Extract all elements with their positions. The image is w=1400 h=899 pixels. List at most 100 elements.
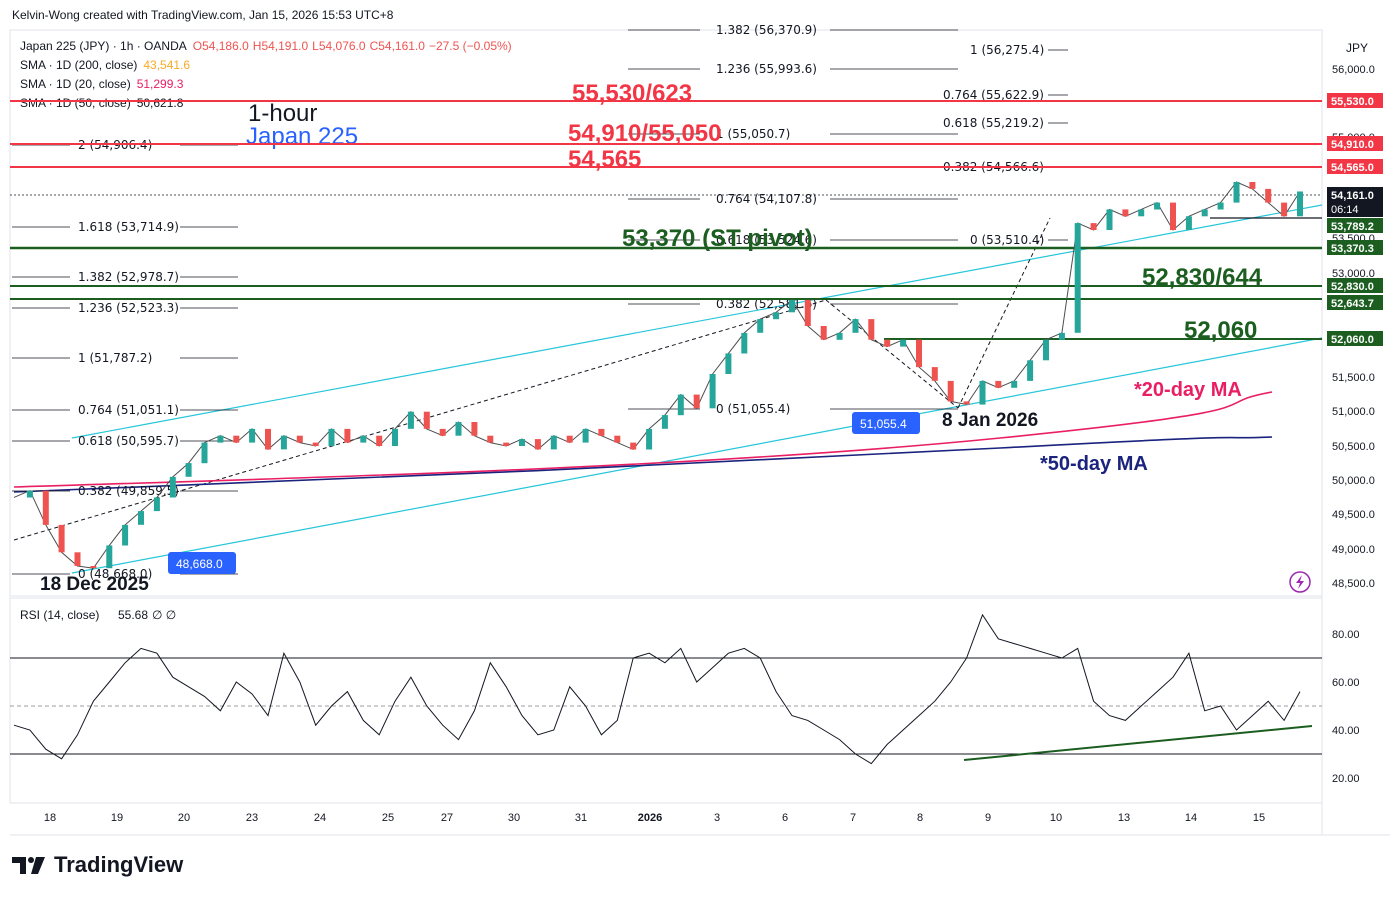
candle <box>42 490 49 525</box>
candle <box>1011 380 1018 388</box>
level-label: 54,565 <box>568 146 641 173</box>
sma50-label: SMA · 1D (50, close) <box>20 96 131 110</box>
candle <box>471 422 478 436</box>
candle <box>566 435 573 443</box>
candle <box>646 428 653 450</box>
candle <box>423 411 430 429</box>
fib-left-label: 0.764 (51,051.1) <box>78 403 179 417</box>
time-tick: 3 <box>714 812 720 824</box>
change-value: −27.5 (−0.05%) <box>429 39 512 53</box>
candle <box>1217 202 1224 210</box>
candle <box>90 566 97 569</box>
low1-tag-bg <box>168 552 236 574</box>
candle <box>455 422 462 436</box>
attribution: Kelvin-Wong created with TradingView.com… <box>12 8 394 22</box>
time-tick: 8 <box>917 812 923 824</box>
candle <box>582 428 589 443</box>
price-tag-text: 54,910.0 <box>1331 139 1374 151</box>
time-tick: 18 <box>44 812 56 824</box>
candle <box>1201 209 1208 217</box>
time-tick: 14 <box>1185 812 1197 824</box>
price-tag-text: 55,530.0 <box>1331 96 1374 108</box>
time-tick: 25 <box>382 812 394 824</box>
candle <box>122 524 129 546</box>
candle <box>598 428 605 436</box>
price-tag-bg <box>1327 240 1383 255</box>
price-tag-bg <box>1327 295 1383 310</box>
rsi-label: RSI (14, close) <box>20 608 99 622</box>
rsi-tick: 60.00 <box>1332 677 1360 689</box>
rsi-tick: 80.00 <box>1332 629 1360 641</box>
low2-label: 8 Jan 2026 <box>942 410 1038 431</box>
fib-left-label: 0.618 (50,595.7) <box>78 434 179 448</box>
candle <box>503 442 510 446</box>
candle <box>1122 209 1129 217</box>
time-tick: 15 <box>1253 812 1265 824</box>
price-tag-text: 54,565.0 <box>1331 162 1374 174</box>
time-tick: 2026 <box>638 812 662 824</box>
candle <box>58 524 65 553</box>
price-tag-text: 52,643.7 <box>1331 298 1374 310</box>
candle <box>900 339 907 347</box>
time-tick: 31 <box>575 812 587 824</box>
fib-mid-label: 1.236 (55,993.6) <box>716 62 817 76</box>
fib-mid-label: 0.764 (54,107.8) <box>716 192 817 206</box>
low-value: L54,076.0 <box>312 39 366 53</box>
price-tick: 48,500.0 <box>1332 578 1375 590</box>
alert-icon[interactable] <box>1289 571 1311 593</box>
candle <box>106 545 113 569</box>
candle <box>1233 182 1240 203</box>
candle <box>789 299 795 313</box>
channel-lines <box>13 204 1323 574</box>
annotations: 18 Dec 2025 8 Jan 2026 48,668.0 51,055.4 *20… <box>40 379 1242 595</box>
price-tick: 50,500.0 <box>1332 441 1375 453</box>
candle <box>328 428 335 446</box>
time-tick: 27 <box>441 812 453 824</box>
candle <box>407 411 414 429</box>
candle <box>725 353 732 374</box>
fib-left-label: 0.382 (49,859.5) <box>78 484 179 498</box>
low2-tag: 51,055.4 <box>860 417 907 431</box>
candle <box>1043 339 1049 361</box>
tradingview-logo[interactable]: TradingView <box>12 852 183 878</box>
candle <box>1265 188 1272 203</box>
time-tick: 19 <box>111 812 123 824</box>
candle <box>376 435 383 446</box>
rsi-trendline <box>963 725 1313 761</box>
candle <box>360 435 367 443</box>
fib-left-label: 0 (48,668.0) <box>78 567 152 581</box>
time-tick: 6 <box>782 812 788 824</box>
price-series <box>13 181 1303 569</box>
candle <box>804 299 811 326</box>
rsi-indicator: RSI (14, close) 55.68 ∅ ∅ 80.00 60.00 40.00 20… <box>10 608 1360 785</box>
rsi-extra: ∅ ∅ <box>152 608 176 622</box>
candle <box>1090 223 1097 230</box>
candle <box>26 490 33 498</box>
candle <box>836 332 843 340</box>
channel-lower <box>71 337 1323 574</box>
price-tag-text: 53,370.3 <box>1331 243 1374 255</box>
time-tick: 30 <box>508 812 520 824</box>
price-tag-bg <box>1327 278 1383 293</box>
candle <box>312 442 319 446</box>
price-tag-bg <box>1327 136 1383 151</box>
candle <box>979 380 986 405</box>
sma50-line <box>13 436 1273 493</box>
level-label: 53,370 (ST pivot) <box>622 225 813 252</box>
time-tick: 20 <box>178 812 190 824</box>
current-price-tag-bg <box>1327 187 1383 217</box>
fib-left-label: 1 (51,787.2) <box>78 351 152 365</box>
candle <box>1185 216 1192 230</box>
chart-subtitle: Japan 225 <box>246 123 358 150</box>
close-value: C54,161.0 <box>370 39 426 53</box>
fib-mid-label: 0.618 (53,524.6) <box>716 233 817 247</box>
level-label: 54,910/55,050 <box>568 120 721 147</box>
high-value: H54,191.0 <box>253 39 309 53</box>
current-price-tag: 54,161.0 <box>1331 190 1374 202</box>
ma20-label: *20-day MA <box>1134 379 1242 401</box>
candle <box>439 428 446 436</box>
candle <box>1138 209 1145 217</box>
currency-label[interactable]: JPY <box>1346 41 1368 55</box>
